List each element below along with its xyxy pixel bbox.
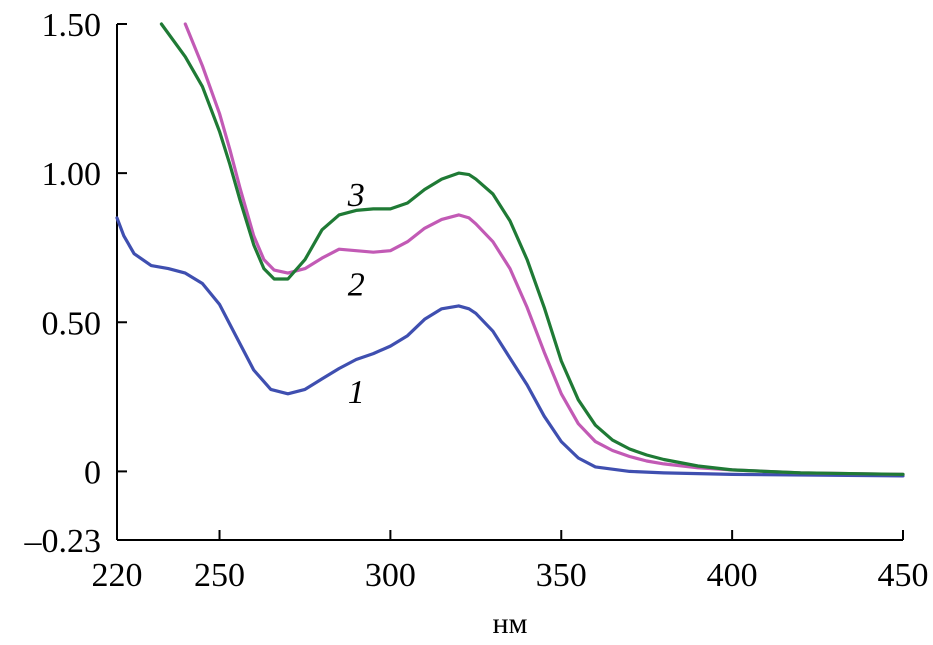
- series-labels: 1 2 3: [347, 177, 365, 411]
- x-axis-title: нм: [492, 607, 527, 640]
- x-tick-label: 300: [365, 557, 416, 594]
- x-tick-label: 400: [707, 557, 758, 594]
- y-tick-label: 0: [84, 454, 101, 491]
- y-tick-label: 1.50: [42, 7, 102, 44]
- x-tick-label: 350: [536, 557, 587, 594]
- series-label-1: 1: [348, 374, 365, 411]
- series-line-1: [115, 216, 905, 478]
- y-tick-label: 0.50: [42, 305, 102, 342]
- series-line-2: [183, 22, 905, 476]
- y-tick-label: 1.00: [42, 156, 102, 193]
- x-tick-label: 250: [194, 557, 245, 594]
- x-tick-label: 450: [878, 557, 929, 594]
- x-tick-label: 220: [92, 557, 143, 594]
- series-line-3: [159, 22, 905, 476]
- series-label-2: 2: [348, 266, 365, 303]
- series-label-3: 3: [347, 177, 365, 214]
- y-tick-label: –0.23: [24, 523, 102, 560]
- series-layer: [115, 22, 905, 478]
